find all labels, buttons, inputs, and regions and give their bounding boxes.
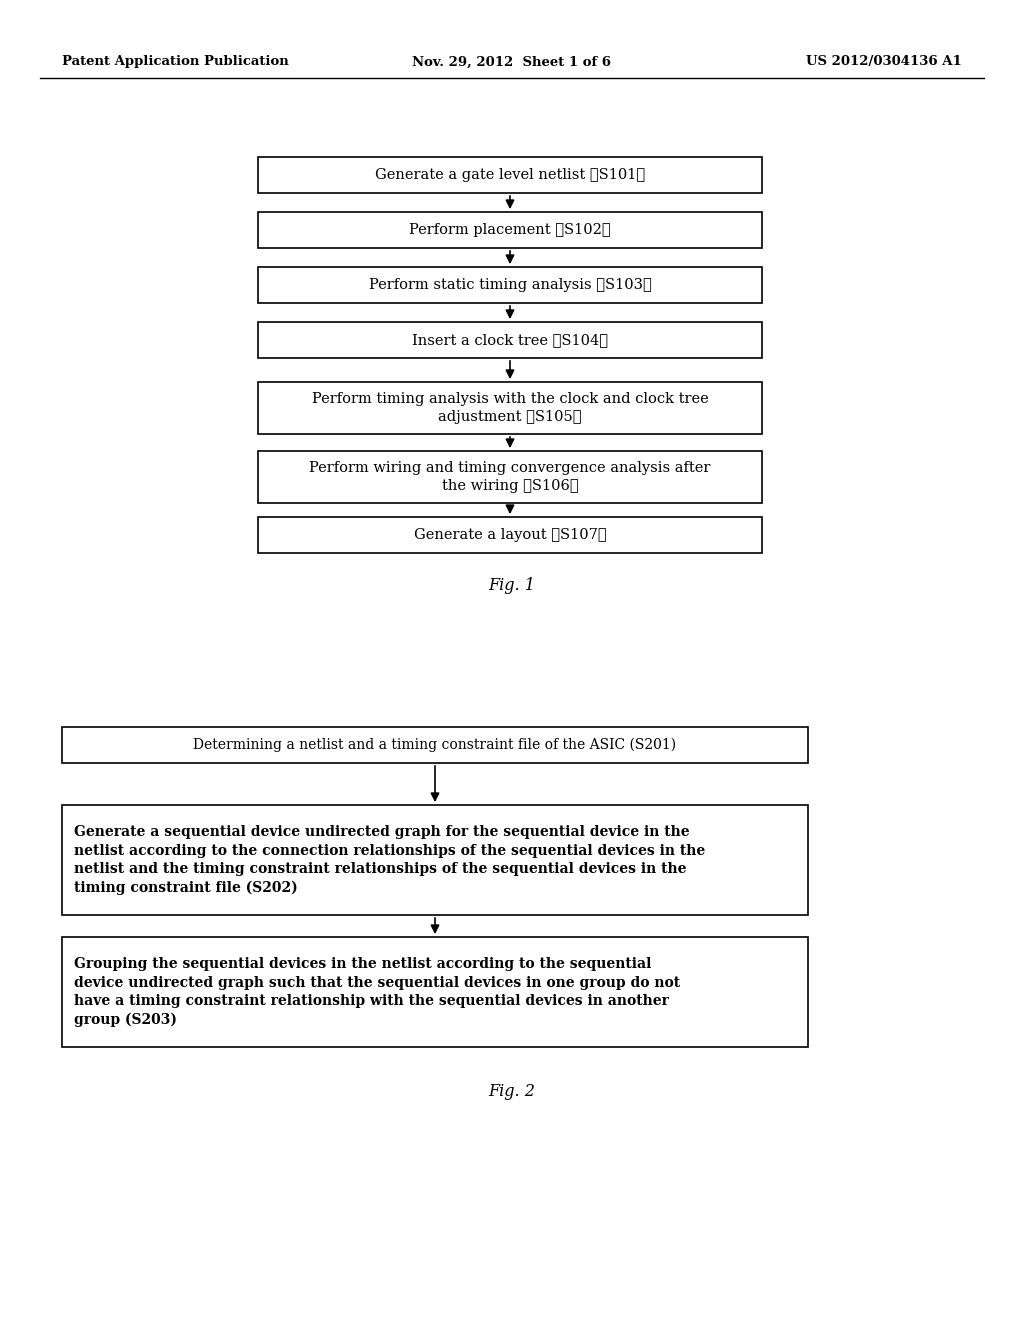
Text: Perform timing analysis with the clock and clock tree
adjustment （S105）: Perform timing analysis with the clock a…: [311, 392, 709, 424]
Bar: [258, 157, 762, 193]
Bar: [258, 322, 762, 358]
Text: Patent Application Publication: Patent Application Publication: [62, 55, 289, 69]
Bar: [258, 267, 762, 304]
Bar: [62, 805, 808, 915]
Text: US 2012/0304136 A1: US 2012/0304136 A1: [806, 55, 962, 69]
Text: Generate a layout （S107）: Generate a layout （S107）: [414, 528, 606, 543]
Bar: [258, 517, 762, 553]
Text: Fig. 2: Fig. 2: [488, 1084, 536, 1101]
Bar: [62, 727, 808, 763]
Text: Perform placement （S102）: Perform placement （S102）: [410, 223, 610, 238]
Bar: [258, 381, 762, 434]
Text: Perform wiring and timing convergence analysis after
the wiring （S106）: Perform wiring and timing convergence an…: [309, 461, 711, 494]
Text: Perform static timing analysis （S103）: Perform static timing analysis （S103）: [369, 279, 651, 292]
Text: Determining a netlist and a timing constraint file of the ASIC (S201): Determining a netlist and a timing const…: [194, 738, 677, 752]
Bar: [258, 451, 762, 503]
Text: Grouping the sequential devices in the netlist according to the sequential
devic: Grouping the sequential devices in the n…: [74, 957, 680, 1027]
Text: Fig. 1: Fig. 1: [488, 577, 536, 594]
Text: Nov. 29, 2012  Sheet 1 of 6: Nov. 29, 2012 Sheet 1 of 6: [413, 55, 611, 69]
Text: Generate a sequential device undirected graph for the sequential device in the
n: Generate a sequential device undirected …: [74, 825, 706, 895]
Text: Insert a clock tree （S104）: Insert a clock tree （S104）: [412, 333, 608, 347]
Text: Generate a gate level netlist （S101）: Generate a gate level netlist （S101）: [375, 168, 645, 182]
Bar: [258, 213, 762, 248]
Bar: [62, 937, 808, 1047]
